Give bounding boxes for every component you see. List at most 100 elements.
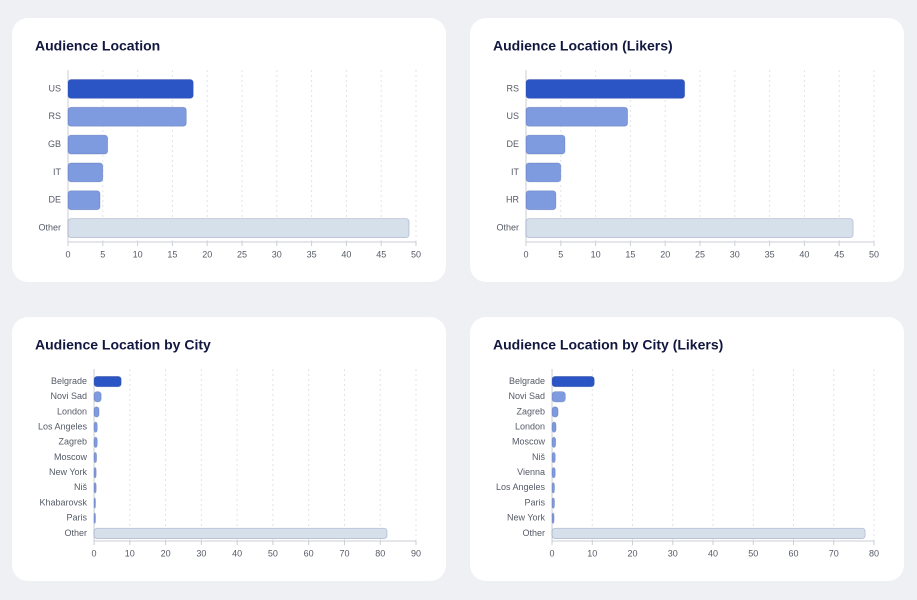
bar — [551, 497, 555, 509]
chart-title: Audience Location — [35, 38, 160, 54]
y-tick-label: Other — [496, 222, 519, 232]
x-tick-label: 80 — [375, 548, 385, 558]
x-tick-label: 70 — [339, 548, 349, 558]
chart-card: Audience Location US RS GB IT DE Other 0 5 10 15 20… — [12, 18, 446, 282]
x-tick-label: 0 — [550, 548, 555, 558]
chart-title: Audience Location by City — [35, 337, 211, 353]
bar — [551, 436, 557, 448]
bar — [93, 482, 97, 494]
bar — [67, 162, 104, 183]
y-tick-label: DE — [48, 195, 61, 205]
y-tick-label: HR — [506, 195, 519, 205]
bar — [93, 421, 98, 433]
x-tick-label: 90 — [411, 548, 421, 558]
x-tick-label: 30 — [272, 249, 282, 259]
x-tick-label: 40 — [341, 249, 351, 259]
bar — [93, 451, 97, 464]
chart-card: Audience Location by City Belgrade Novi Sa… — [12, 317, 446, 581]
bar — [93, 512, 96, 524]
x-tick-label: 15 — [625, 249, 635, 259]
y-tick-label: Moscow — [512, 437, 546, 447]
x-tick-label: 0 — [65, 249, 70, 259]
y-tick-label: New York — [507, 513, 546, 523]
y-tick-label: New York — [49, 467, 88, 477]
y-tick-label: Niš — [532, 452, 545, 462]
chart-title: Audience Location by City (Likers) — [493, 337, 723, 353]
x-tick-label: 40 — [232, 548, 242, 558]
x-tick-label: 35 — [307, 249, 317, 259]
y-tick-label: RS — [48, 111, 61, 121]
y-tick-label: Paris — [67, 513, 88, 523]
x-tick-label: 20 — [202, 249, 212, 259]
bar — [551, 527, 866, 539]
x-tick-label: 0 — [92, 548, 97, 558]
y-tick-label: RS — [506, 83, 519, 93]
x-tick-label: 60 — [304, 548, 314, 558]
y-tick-label: Zagreb — [517, 406, 546, 416]
x-tick-label: 40 — [799, 249, 809, 259]
bar — [93, 406, 100, 418]
y-tick-label: Other — [65, 528, 88, 538]
bar — [93, 467, 97, 479]
y-tick-label: Niš — [74, 482, 87, 492]
x-tick-label: 10 — [125, 548, 135, 558]
x-tick-label: 30 — [196, 548, 206, 558]
bar — [525, 79, 686, 99]
x-tick-label: 50 — [411, 249, 421, 259]
x-tick-label: 60 — [789, 548, 799, 558]
y-tick-label: IT — [511, 167, 520, 177]
bar — [551, 376, 595, 388]
x-tick-label: 45 — [376, 249, 386, 259]
x-tick-label: 10 — [587, 548, 597, 558]
x-tick-label: 50 — [869, 249, 879, 259]
y-tick-label: DE — [506, 139, 519, 149]
y-tick-label: US — [48, 83, 61, 93]
y-tick-label: Los Angeles — [38, 422, 88, 432]
bar — [551, 391, 566, 403]
x-tick-label: 70 — [829, 548, 839, 558]
bar — [67, 79, 194, 99]
bar — [551, 451, 556, 464]
x-tick-label: 80 — [869, 548, 879, 558]
chart-card: Audience Location by City (Likers) Belgra… — [470, 317, 904, 581]
x-tick-label: 40 — [708, 548, 718, 558]
x-tick-label: 20 — [161, 548, 171, 558]
y-tick-label: Los Angeles — [496, 482, 546, 492]
x-tick-label: 20 — [660, 249, 670, 259]
bar — [93, 497, 96, 509]
x-tick-label: 10 — [591, 249, 601, 259]
bar — [551, 512, 555, 524]
bar — [551, 421, 557, 433]
bar — [67, 218, 410, 238]
y-tick-label: Belgrade — [51, 376, 87, 386]
y-tick-label: Vienna — [517, 467, 545, 477]
x-tick-label: 10 — [133, 249, 143, 259]
y-tick-label: Other — [38, 222, 61, 232]
y-tick-label: Zagreb — [59, 437, 88, 447]
x-tick-label: 0 — [523, 249, 528, 259]
x-tick-label: 25 — [695, 249, 705, 259]
chart-title: Audience Location (Likers) — [493, 38, 673, 54]
bar — [67, 190, 101, 211]
bar — [93, 376, 122, 388]
y-tick-label: London — [515, 422, 545, 432]
bar — [525, 218, 854, 238]
x-tick-label: 25 — [237, 249, 247, 259]
x-tick-label: 50 — [748, 548, 758, 558]
x-tick-label: 35 — [765, 249, 775, 259]
bar — [525, 106, 629, 127]
y-tick-label: Other — [523, 528, 546, 538]
x-tick-label: 5 — [558, 249, 563, 259]
y-tick-label: Belgrade — [509, 376, 545, 386]
y-tick-label: Khabarovsk — [40, 497, 88, 507]
x-tick-label: 30 — [668, 548, 678, 558]
bar — [525, 134, 566, 155]
x-tick-label: 15 — [167, 249, 177, 259]
x-tick-label: 45 — [834, 249, 844, 259]
y-tick-label: Novi Sad — [51, 391, 88, 401]
chart-card: Audience Location (Likers) RS US DE IT HR Othe… — [470, 18, 904, 282]
y-tick-label: Novi Sad — [509, 391, 546, 401]
bar — [551, 467, 556, 479]
